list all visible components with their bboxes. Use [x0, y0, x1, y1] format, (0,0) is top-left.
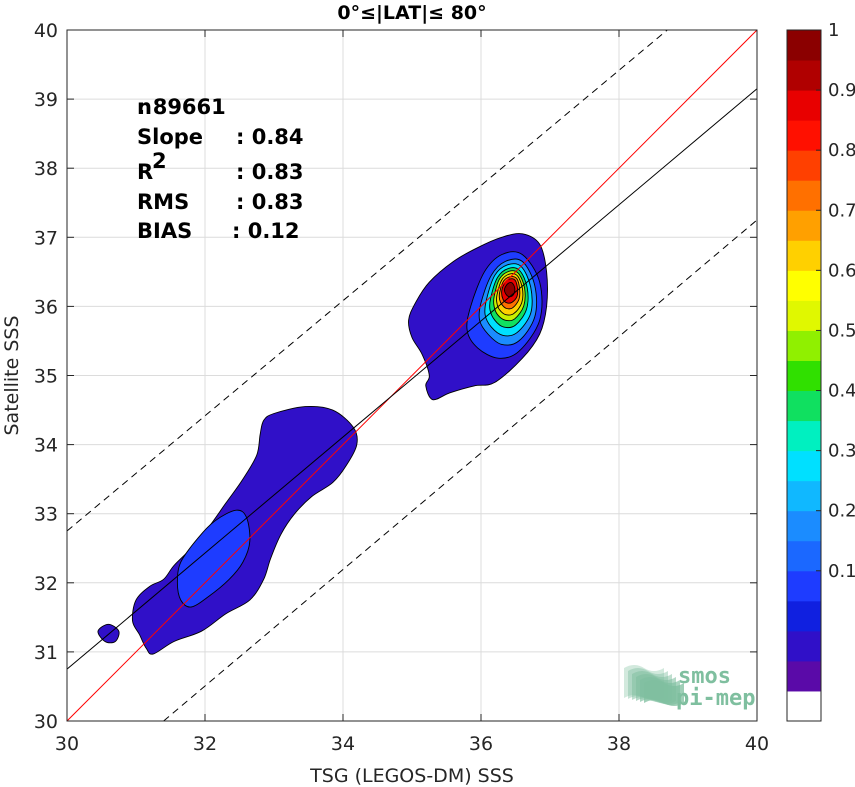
stat-label: BIAS: [137, 219, 192, 243]
y-tick-label: 32: [34, 573, 58, 595]
colorbar-swatch: [787, 30, 821, 61]
y-tick-label: 33: [34, 504, 58, 526]
stat-label-superscript: 2: [152, 149, 167, 173]
stat-value: : 89661: [137, 95, 226, 119]
colorbar-swatch: [787, 60, 821, 91]
y-tick-label: 34: [34, 435, 58, 457]
x-tick-label: 30: [55, 733, 79, 755]
contour-level: [503, 282, 516, 298]
colorbar-swatch: [787, 480, 821, 512]
chart-title: 0°≤|LAT|≤ 80°: [337, 2, 486, 24]
x-tick-label: 36: [469, 733, 493, 755]
y-tick-label: 37: [34, 227, 58, 249]
colorbar-tick-label: 1: [828, 20, 839, 41]
lower-bound-line: [163, 219, 758, 722]
y-tick-label: 40: [34, 20, 58, 42]
identity-line: [66, 29, 758, 722]
y-tick-label: 39: [34, 89, 58, 111]
logo-wave-shape: [644, 680, 684, 706]
logo-text-line2: pi-mep: [676, 686, 755, 711]
colorbar-swatch: [787, 450, 821, 482]
contour-level: [176, 509, 251, 608]
stat-label: RMS: [137, 190, 189, 214]
colorbar-swatch: [787, 90, 821, 121]
y-tick-label: 35: [34, 366, 58, 388]
colorbar-tick-label: 0.4: [828, 381, 855, 402]
colorbar-tick-label: 0.6: [828, 260, 855, 281]
upper-bound-line: [66, 29, 668, 532]
y-tick-label: 36: [34, 296, 58, 318]
reference-lines: [66, 29, 758, 722]
stat-label: Slope: [137, 125, 203, 149]
stat-value: : 0.84: [236, 125, 304, 149]
stats-annotation: n: 89661 Slope : 0.84 R2 : 0.83 RMS : 0.83 BIAS…: [137, 95, 304, 243]
colorbar-swatch: [787, 630, 821, 662]
colorbar-tick-label: 0.3: [828, 441, 855, 462]
stat-value: : 0.12: [232, 219, 300, 243]
axis-ticks: 30 32 34 36 38 40 30 31 32 33 34 35 36 37 38 39 40: [34, 20, 769, 755]
colorbar-swatch: [787, 510, 821, 542]
colorbar-swatch: [787, 420, 821, 452]
fit-line: [66, 88, 758, 670]
x-axis-label: TSG (LEGOS-DM) SSS: [309, 765, 514, 787]
colorbar: 0.1 0.2 0.3 0.4 0.5 0.6 0.7 0.8 0.9 1: [786, 20, 855, 722]
colorbar-tick-label: 0.1: [828, 561, 855, 582]
colorbar-swatch: [787, 300, 821, 331]
x-tick-label: 32: [193, 733, 217, 755]
y-axis-label: Satellite SSS: [1, 315, 23, 435]
colorbar-swatch: [787, 330, 821, 361]
colorbar-tick-label: 0.7: [828, 200, 855, 221]
x-tick-label: 34: [331, 733, 355, 755]
colorbar-swatch: [787, 360, 821, 392]
colorbar-tick-label: 0.9: [828, 80, 855, 101]
stat-value: : 0.83: [236, 160, 304, 184]
colorbar-swatch: [787, 570, 821, 602]
stat-value: : 0.83: [236, 190, 304, 214]
x-tick-label: 40: [745, 733, 769, 755]
y-tick-label: 31: [34, 642, 58, 664]
colorbar-tick-label: 0.5: [828, 320, 855, 341]
y-tick-label: 38: [34, 158, 58, 180]
colorbar-frame: [786, 29, 822, 722]
colorbar-swatch: [787, 600, 821, 632]
y-tick-label: 30: [34, 711, 58, 733]
contour-layer: [97, 233, 548, 655]
colorbar-swatch: [787, 120, 821, 151]
stat-label: R: [137, 160, 153, 184]
colorbar-swatch: [787, 660, 821, 692]
colorbar-swatch: [787, 240, 821, 271]
colorbar-tick-label: 0.8: [828, 140, 855, 161]
colorbar-swatch: [787, 690, 821, 722]
colorbar-tick-label: 0.2: [828, 501, 855, 522]
colorbar-swatch: [787, 390, 821, 422]
colorbar-swatch: [787, 540, 821, 572]
logo-text-line1: smos: [678, 664, 731, 689]
x-tick-label: 38: [607, 733, 631, 755]
colorbar-swatch: [787, 270, 821, 301]
stat-label: n: [137, 95, 152, 119]
colorbar-swatch: [787, 150, 821, 181]
colorbar-swatch: [787, 180, 821, 211]
colorbar-swatch: [787, 210, 821, 241]
